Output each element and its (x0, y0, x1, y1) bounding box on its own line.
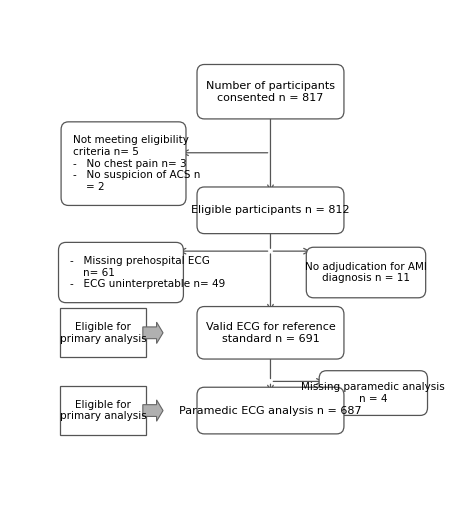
Text: Eligible for
primary analysis: Eligible for primary analysis (60, 322, 147, 343)
FancyBboxPatch shape (197, 307, 344, 359)
Polygon shape (143, 322, 163, 343)
FancyBboxPatch shape (319, 371, 428, 416)
Text: Number of participants
consented n = 817: Number of participants consented n = 817 (206, 81, 335, 103)
Text: Eligible participants n = 812: Eligible participants n = 812 (191, 206, 350, 215)
FancyBboxPatch shape (306, 247, 426, 298)
Polygon shape (143, 400, 163, 421)
FancyBboxPatch shape (197, 187, 344, 234)
FancyBboxPatch shape (60, 386, 146, 435)
FancyBboxPatch shape (60, 309, 146, 357)
Text: Valid ECG for reference
standard n = 691: Valid ECG for reference standard n = 691 (206, 322, 335, 343)
Text: Eligible for
primary analysis: Eligible for primary analysis (60, 400, 147, 421)
FancyBboxPatch shape (61, 122, 186, 206)
Text: Missing paramedic analysis
n = 4: Missing paramedic analysis n = 4 (301, 382, 445, 404)
FancyBboxPatch shape (197, 65, 344, 119)
Text: No adjudication for AMI
diagnosis n = 11: No adjudication for AMI diagnosis n = 11 (305, 262, 427, 283)
Text: Paramedic ECG analysis n = 687: Paramedic ECG analysis n = 687 (179, 406, 362, 416)
FancyBboxPatch shape (197, 387, 344, 434)
FancyBboxPatch shape (58, 242, 183, 302)
Text: Not meeting eligibility
criteria n= 5
-   No chest pain n= 3
-   No suspicion of: Not meeting eligibility criteria n= 5 - … (73, 135, 200, 192)
Text: -   Missing prehospital ECG
    n= 61
-   ECG uninterpretable n= 49: - Missing prehospital ECG n= 61 - ECG un… (70, 256, 226, 289)
